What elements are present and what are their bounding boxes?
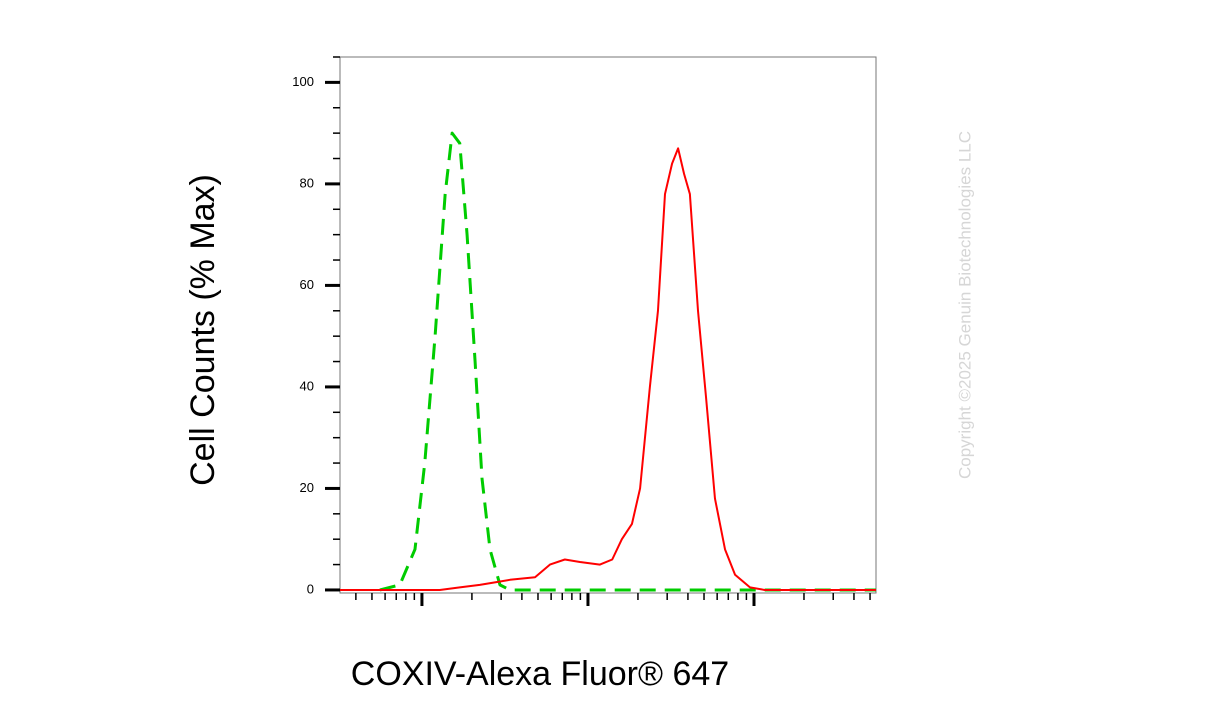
- x-axis-label: COXIV-Alexa Fluor® 647: [351, 655, 729, 693]
- y-axis-label: Cell Counts (% Max): [184, 174, 222, 486]
- y-tick-label: 20: [300, 480, 314, 495]
- y-tick-label: 100: [292, 74, 314, 89]
- y-tick-label: 60: [300, 277, 314, 292]
- plot-frame: [339, 56, 877, 594]
- y-tick-label: 40: [300, 378, 314, 393]
- y-tick-label: 0: [307, 581, 314, 596]
- histogram-line: [379, 131, 876, 592]
- watermark: Copyright ©2025 Genuin Biotechnologies L…: [955, 131, 974, 479]
- histogram-line: [340, 147, 876, 591]
- y-tick-label: 80: [300, 175, 314, 190]
